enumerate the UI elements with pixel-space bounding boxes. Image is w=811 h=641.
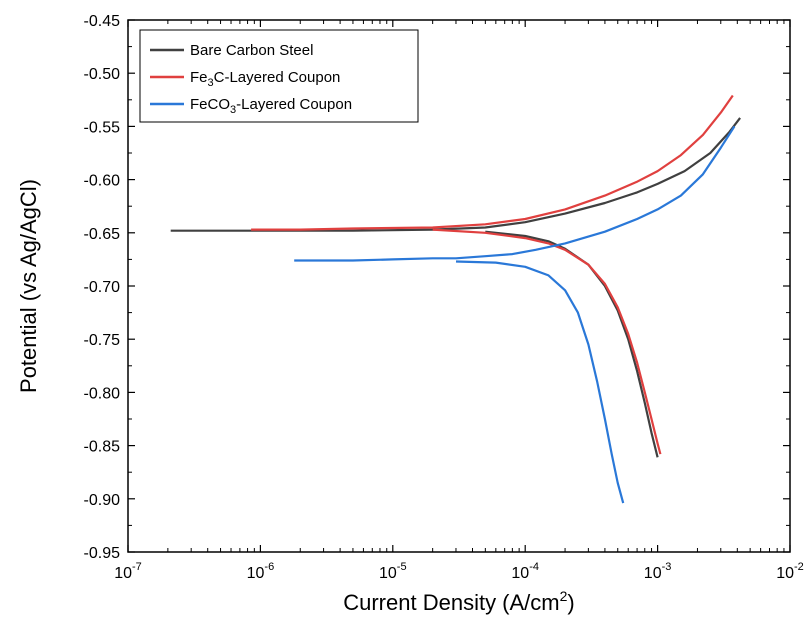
y-tick-label: -0.85 bbox=[84, 439, 121, 456]
series-line-anodic-2 bbox=[251, 94, 734, 231]
y-tick-label: -0.65 bbox=[84, 226, 121, 243]
legend-label: FeCO3-Layered Coupon bbox=[190, 96, 352, 116]
x-tick-label: 10-4 bbox=[511, 561, 539, 582]
y-axis-title: Potential (vs Ag/AgCl) bbox=[16, 179, 41, 393]
y-tick-label: -0.55 bbox=[84, 119, 121, 136]
series-line-cathodic-1 bbox=[485, 230, 659, 458]
legend-label: Bare Carbon Steel bbox=[190, 42, 313, 59]
y-tick-label: -0.80 bbox=[84, 385, 121, 402]
x-tick-label: 10-6 bbox=[247, 561, 275, 582]
legend-box bbox=[139, 29, 419, 123]
legend-label: Fe3C-Layered Coupon bbox=[190, 69, 340, 89]
x-tick-label: 10-3 bbox=[644, 561, 672, 582]
y-tick-label: -0.90 bbox=[84, 492, 121, 509]
y-tick-label: -0.95 bbox=[84, 545, 121, 562]
y-tick-label: -0.60 bbox=[84, 173, 121, 190]
series-line-cathodic-3 bbox=[455, 260, 625, 504]
x-tick-label: 10-2 bbox=[776, 561, 804, 582]
y-tick-label: -0.45 bbox=[84, 13, 121, 30]
series-line-anodic-1 bbox=[170, 117, 741, 232]
y-tick-label: -0.70 bbox=[84, 279, 121, 296]
x-axis-title: Current Density (A/cm2) bbox=[343, 588, 575, 615]
x-tick-label: 10-7 bbox=[114, 561, 142, 582]
y-tick-label: -0.50 bbox=[84, 66, 121, 83]
series-line-cathodic-2 bbox=[432, 228, 662, 455]
y-tick-label: -0.75 bbox=[84, 332, 121, 349]
series-line-anodic-3 bbox=[294, 125, 736, 262]
x-tick-label: 10-5 bbox=[379, 561, 407, 582]
